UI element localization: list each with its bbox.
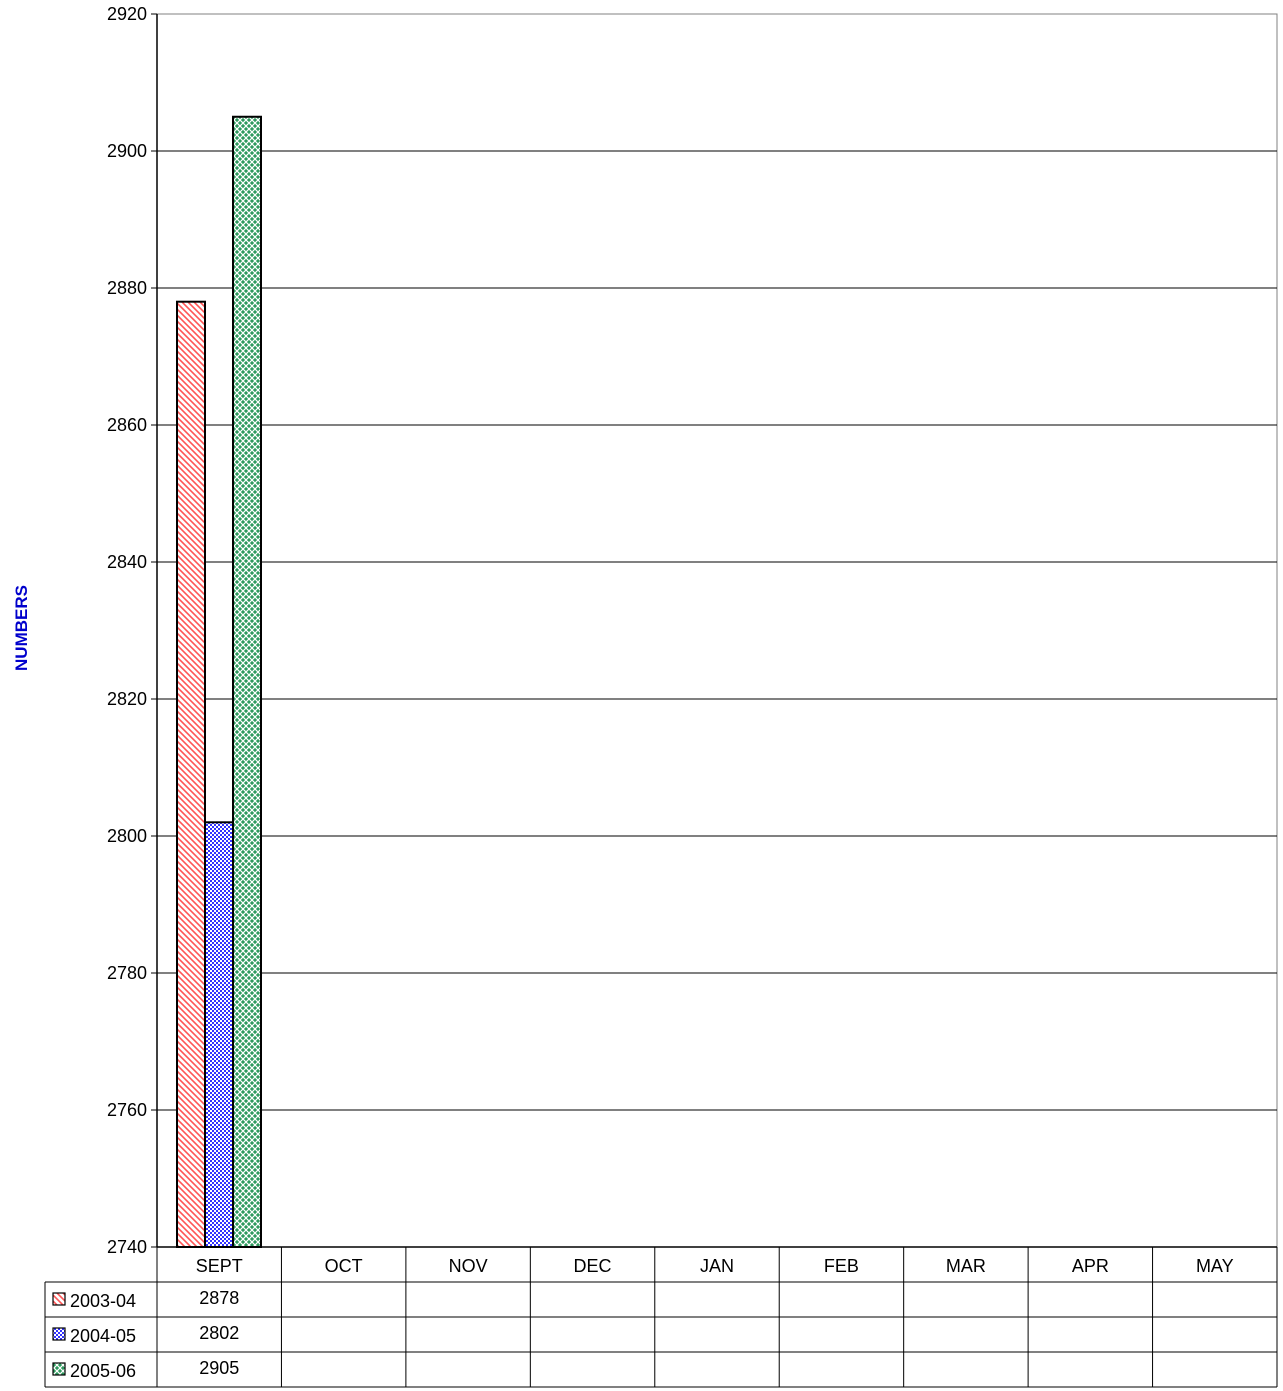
x-tick-label: NOV	[449, 1256, 488, 1276]
y-tick-label: 2740	[107, 1237, 147, 1257]
x-tick-label: MAR	[946, 1256, 986, 1276]
y-tick-label: 2780	[107, 963, 147, 983]
bar-2003-04-SEPT	[176, 300, 206, 1248]
legend-key	[52, 1327, 66, 1341]
legend-label: 2004-05	[70, 1326, 136, 1346]
x-tick-label: MAY	[1196, 1256, 1234, 1276]
bar-2004-05-SEPT	[204, 821, 234, 1248]
y-axis-label: NUMBERS	[12, 585, 31, 671]
y-tick-label: 2760	[107, 1100, 147, 1120]
legend-label: 2005-06	[70, 1361, 136, 1381]
y-tick-label: 2820	[107, 689, 147, 709]
plot-area	[156, 13, 1278, 1248]
x-tick-label: APR	[1072, 1256, 1109, 1276]
x-tick-label: JAN	[700, 1256, 734, 1276]
y-tick-label: 2860	[107, 415, 147, 435]
data-label: 2905	[199, 1358, 239, 1378]
legend-key	[52, 1362, 66, 1376]
bar-2005-06-SEPT	[232, 115, 262, 1248]
y-tick-label: 2800	[107, 826, 147, 846]
x-tick-label: DEC	[574, 1256, 612, 1276]
y-tick-label: 2900	[107, 141, 147, 161]
data-label: 2878	[199, 1288, 239, 1308]
legend-key	[52, 1292, 66, 1306]
x-tick-label: SEPT	[196, 1256, 243, 1276]
y-tick-label: 2880	[107, 278, 147, 298]
x-tick-label: FEB	[824, 1256, 859, 1276]
data-label: 2802	[199, 1323, 239, 1343]
legend-label: 2003-04	[70, 1291, 136, 1311]
x-tick-label: OCT	[325, 1256, 363, 1276]
y-tick-label: 2840	[107, 552, 147, 572]
y-tick-label: 2920	[107, 4, 147, 24]
